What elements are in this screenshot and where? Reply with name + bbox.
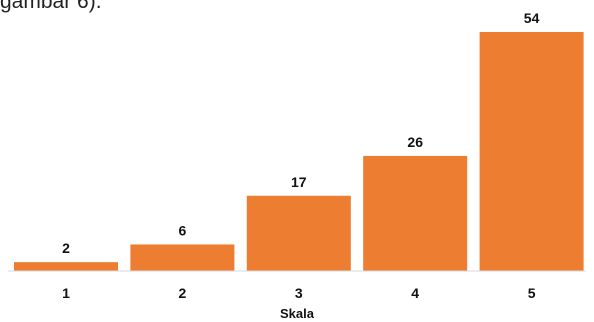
bar-1 [14, 262, 118, 271]
x-axis-title: Skala [280, 306, 315, 321]
bars-group [14, 32, 584, 271]
bar-3 [246, 195, 351, 271]
x-tick-label-4: 4 [411, 285, 419, 301]
data-label-1: 2 [62, 240, 70, 256]
data-label-5: 54 [524, 10, 540, 26]
data-label-2: 6 [179, 222, 187, 238]
bar-5 [479, 32, 584, 271]
bar-2 [130, 244, 235, 271]
x-tick-label-1: 1 [62, 285, 70, 301]
x-tick-labels-group: 1 2 3 4 5 [62, 285, 536, 301]
data-label-3: 17 [291, 174, 307, 190]
x-tick-label-5: 5 [528, 285, 536, 301]
x-tick-label-3: 3 [295, 285, 303, 301]
caption-fragment: gambar 6). [0, 0, 102, 13]
x-tick-label-2: 2 [179, 285, 187, 301]
data-label-4: 26 [407, 134, 423, 150]
bar-4 [363, 155, 468, 271]
